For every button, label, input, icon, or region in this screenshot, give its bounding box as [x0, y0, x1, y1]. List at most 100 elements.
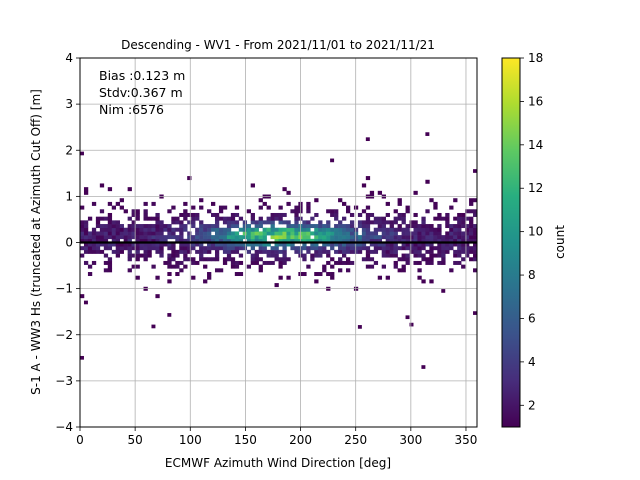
heatmap-cell	[207, 238, 212, 243]
heatmap-cell	[453, 224, 458, 229]
heatmap-cell	[282, 238, 287, 243]
colorbar-tick-label: 14	[528, 138, 543, 152]
heatmap-cell	[131, 264, 136, 269]
heatmap-cell	[258, 246, 263, 251]
heatmap-cell	[135, 264, 140, 269]
heatmap-cell	[230, 235, 236, 240]
heatmap-cell	[270, 253, 275, 258]
heatmap-cell	[473, 242, 478, 247]
heatmap-cell	[469, 227, 474, 232]
heatmap-cell	[397, 246, 402, 251]
heatmap-cell	[361, 231, 367, 236]
heatmap-cell	[429, 279, 434, 284]
heatmap-cell	[151, 201, 156, 206]
heatmap-cell	[437, 242, 442, 247]
heatmap-cell	[111, 220, 117, 225]
colorbar	[501, 57, 521, 428]
heatmap-cell	[334, 238, 339, 243]
heatmap-cell	[318, 253, 323, 258]
heatmap-cell	[349, 231, 355, 236]
heatmap-cell	[302, 220, 307, 225]
colorbar-tick-label: 4	[528, 355, 536, 369]
heatmap-cell	[95, 231, 101, 236]
heatmap-cell	[294, 209, 299, 214]
heatmap-cell	[302, 272, 307, 277]
heatmap-cell	[338, 198, 343, 203]
heatmap-cell	[365, 224, 371, 229]
heatmap-cell	[441, 238, 446, 243]
heatmap-cell	[274, 283, 279, 288]
heatmap-cell	[238, 216, 244, 221]
heatmap-cell	[282, 246, 287, 251]
heatmap-cell	[465, 235, 470, 240]
heatmap-cell	[294, 227, 299, 232]
heatmap-cell	[330, 231, 335, 236]
heatmap-cell	[218, 209, 224, 214]
heatmap-cell	[345, 268, 351, 273]
heatmap-cell	[294, 235, 299, 240]
heatmap-cell	[429, 260, 434, 265]
heatmap-cell	[405, 209, 410, 214]
heatmap-cell	[457, 242, 462, 247]
heatmap-cell	[163, 235, 168, 240]
heatmap-cell	[171, 242, 176, 247]
heatmap-cell	[381, 235, 386, 240]
heatmap-cell	[107, 187, 113, 192]
heatmap-cell	[306, 224, 311, 229]
heatmap-cell	[461, 212, 466, 217]
heatmap-cell	[214, 238, 220, 243]
outlier-cell	[167, 313, 172, 317]
heatmap-cell	[421, 227, 426, 232]
colorbar-tick-label: 16	[528, 94, 543, 108]
heatmap-cell	[282, 212, 287, 217]
heatmap-cell	[373, 260, 379, 265]
heatmap-cell	[203, 249, 208, 254]
heatmap-cell	[377, 190, 383, 195]
heatmap-cell	[266, 220, 271, 225]
heatmap-cell	[421, 235, 426, 240]
heatmap-cell	[381, 227, 386, 232]
heatmap-cell	[457, 231, 462, 236]
heatmap-cell	[155, 249, 160, 254]
heatmap-cell	[234, 224, 240, 229]
heatmap-cell	[425, 238, 430, 243]
heatmap-cell	[334, 227, 339, 232]
heatmap-cell	[226, 253, 232, 258]
heatmap-cell	[413, 231, 418, 236]
heatmap-cell	[314, 198, 319, 203]
heatmap-cell	[135, 238, 140, 243]
heatmap-cell	[226, 231, 232, 236]
heatmap-cell	[183, 264, 188, 269]
heatmap-cell	[214, 220, 220, 225]
heatmap-cell	[334, 260, 339, 265]
heatmap-cell	[175, 216, 180, 221]
heatmap-cell	[115, 238, 120, 243]
heatmap-cell	[262, 260, 267, 265]
heatmap-cell	[191, 257, 196, 262]
heatmap-cell	[326, 242, 331, 247]
heatmap-cell	[187, 257, 192, 262]
heatmap-cell	[405, 205, 410, 210]
heatmap-cell	[151, 231, 156, 236]
heatmap-cell	[437, 249, 442, 254]
heatmap-cell	[230, 238, 236, 243]
heatmap-cell	[222, 205, 228, 210]
heatmap-cell	[226, 227, 232, 232]
heatmap-cell	[465, 231, 470, 236]
heatmap-cell	[433, 235, 438, 240]
heatmap-cell	[83, 242, 89, 247]
heatmap-cell	[159, 227, 164, 232]
heatmap-cell	[147, 238, 152, 243]
heatmap-cell	[318, 249, 323, 254]
heatmap-cell	[365, 235, 371, 240]
heatmap-cell	[302, 235, 307, 240]
heatmap-cell	[179, 242, 184, 247]
heatmap-cell	[417, 246, 422, 251]
heatmap-cell	[433, 246, 438, 251]
heatmap-cell	[127, 253, 132, 258]
heatmap-cell	[473, 249, 478, 254]
heatmap-cell	[457, 212, 462, 217]
heatmap-cell	[286, 224, 291, 229]
heatmap-cell	[119, 235, 124, 240]
heatmap-cell	[393, 260, 398, 265]
